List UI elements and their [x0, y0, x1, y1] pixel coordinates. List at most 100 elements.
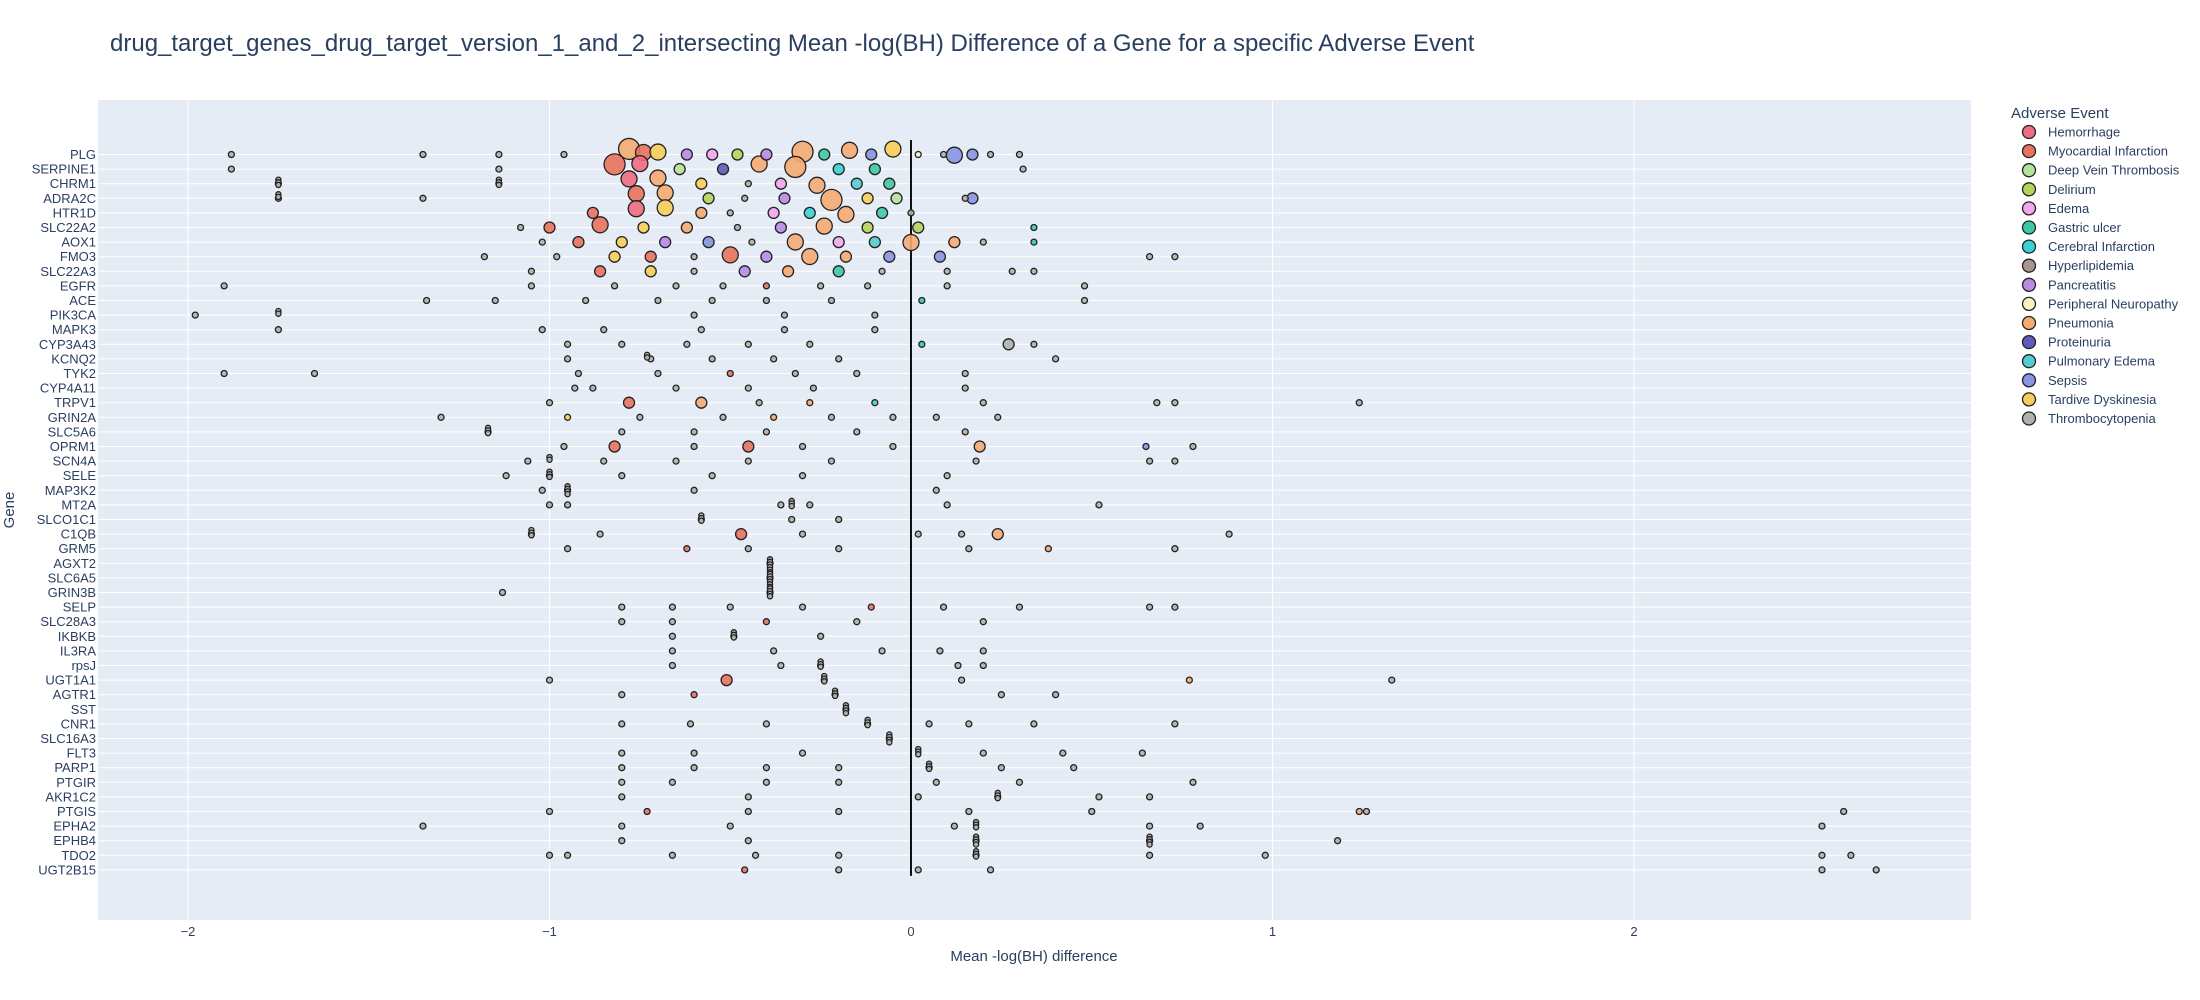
data-point[interactable]: [563, 545, 572, 553]
data-point[interactable]: [979, 647, 987, 655]
data-point[interactable]: [902, 233, 920, 252]
data-point[interactable]: [1015, 150, 1024, 159]
legend-item[interactable]: Delirium: [2021, 182, 2096, 197]
data-point[interactable]: [762, 282, 771, 290]
data-point[interactable]: [574, 369, 583, 378]
data-point[interactable]: [742, 440, 755, 453]
data-point[interactable]: [831, 692, 839, 700]
data-point[interactable]: [422, 296, 431, 305]
data-point[interactable]: [668, 778, 677, 786]
data-point[interactable]: [545, 807, 554, 816]
data-point[interactable]: [673, 162, 686, 176]
data-point[interactable]: [861, 192, 874, 205]
data-point[interactable]: [1847, 851, 1855, 859]
data-point[interactable]: [659, 235, 672, 249]
data-point[interactable]: [419, 822, 427, 830]
data-point[interactable]: [589, 384, 597, 392]
data-point[interactable]: [726, 822, 734, 830]
data-point[interactable]: [889, 442, 897, 451]
data-point[interactable]: [832, 265, 845, 278]
data-point[interactable]: [766, 593, 774, 600]
data-point[interactable]: [835, 851, 843, 859]
data-point[interactable]: [610, 282, 619, 290]
data-point[interactable]: [875, 206, 889, 220]
data-point[interactable]: [649, 143, 667, 161]
data-point[interactable]: [864, 721, 871, 729]
data-point[interactable]: [878, 267, 886, 275]
data-point[interactable]: [618, 720, 626, 728]
legend-item[interactable]: Hyperlipidemia: [2021, 258, 2135, 273]
data-point[interactable]: [769, 355, 778, 363]
data-point[interactable]: [835, 778, 843, 786]
data-point[interactable]: [835, 807, 843, 816]
data-point[interactable]: [853, 369, 861, 378]
data-point[interactable]: [744, 793, 752, 801]
data-point[interactable]: [994, 794, 1002, 802]
legend-item[interactable]: Tardive Dyskinesia: [2021, 392, 2158, 407]
data-point[interactable]: [863, 282, 872, 290]
data-point[interactable]: [1080, 296, 1089, 305]
data-point[interactable]: [760, 250, 773, 263]
data-point[interactable]: [943, 472, 951, 480]
data-point[interactable]: [839, 250, 853, 263]
data-point[interactable]: [827, 457, 836, 465]
data-point[interactable]: [683, 545, 691, 553]
data-point[interactable]: [777, 501, 785, 509]
data-point[interactable]: [1818, 851, 1826, 859]
data-point[interactable]: [546, 456, 553, 463]
data-point[interactable]: [809, 384, 818, 392]
data-point[interactable]: [932, 413, 940, 421]
data-point[interactable]: [545, 676, 554, 684]
data-point[interactable]: [853, 428, 861, 436]
data-point[interactable]: [961, 428, 969, 436]
data-point[interactable]: [850, 177, 863, 190]
data-point[interactable]: [546, 473, 553, 481]
data-point[interactable]: [997, 691, 1006, 699]
data-point[interactable]: [528, 532, 535, 539]
data-point[interactable]: [1015, 603, 1024, 611]
data-point[interactable]: [690, 442, 698, 451]
data-point[interactable]: [871, 311, 879, 319]
data-point[interactable]: [767, 206, 780, 220]
data-point[interactable]: [997, 764, 1006, 772]
data-point[interactable]: [1189, 778, 1197, 786]
data-point[interactable]: [835, 764, 843, 772]
data-point[interactable]: [643, 354, 651, 361]
data-point[interactable]: [275, 310, 282, 317]
data-point[interactable]: [1030, 267, 1038, 275]
data-point[interactable]: [686, 720, 695, 728]
data-point[interactable]: [748, 238, 756, 246]
data-point[interactable]: [538, 486, 546, 494]
data-point[interactable]: [719, 282, 727, 290]
data-point[interactable]: [1225, 530, 1233, 538]
legend-item[interactable]: Edema: [2021, 201, 2090, 216]
data-point[interactable]: [695, 177, 708, 190]
data-point[interactable]: [1145, 851, 1154, 859]
data-point[interactable]: [943, 282, 951, 290]
data-point[interactable]: [708, 296, 716, 305]
data-point[interactable]: [741, 194, 749, 202]
data-point[interactable]: [832, 235, 845, 249]
data-point[interactable]: [755, 399, 763, 407]
data-point[interactable]: [912, 221, 925, 234]
data-point[interactable]: [774, 177, 788, 190]
data-point[interactable]: [600, 326, 608, 334]
data-point[interactable]: [672, 384, 680, 392]
data-point[interactable]: [762, 428, 771, 436]
data-point[interactable]: [957, 676, 966, 684]
data-point[interactable]: [798, 603, 807, 611]
data-point[interactable]: [939, 150, 948, 159]
data-point[interactable]: [918, 340, 926, 348]
data-point[interactable]: [1818, 866, 1826, 874]
data-point[interactable]: [957, 530, 966, 538]
data-point[interactable]: [884, 140, 902, 158]
data-point[interactable]: [806, 399, 814, 407]
plot-area[interactable]: [98, 100, 1971, 920]
data-point[interactable]: [637, 221, 650, 234]
data-point[interactable]: [680, 148, 694, 161]
legend-item[interactable]: Pulmonary Edema: [2021, 354, 2156, 369]
data-point[interactable]: [310, 369, 319, 378]
data-point[interactable]: [668, 661, 677, 670]
data-point[interactable]: [950, 822, 959, 830]
data-point[interactable]: [781, 265, 795, 278]
